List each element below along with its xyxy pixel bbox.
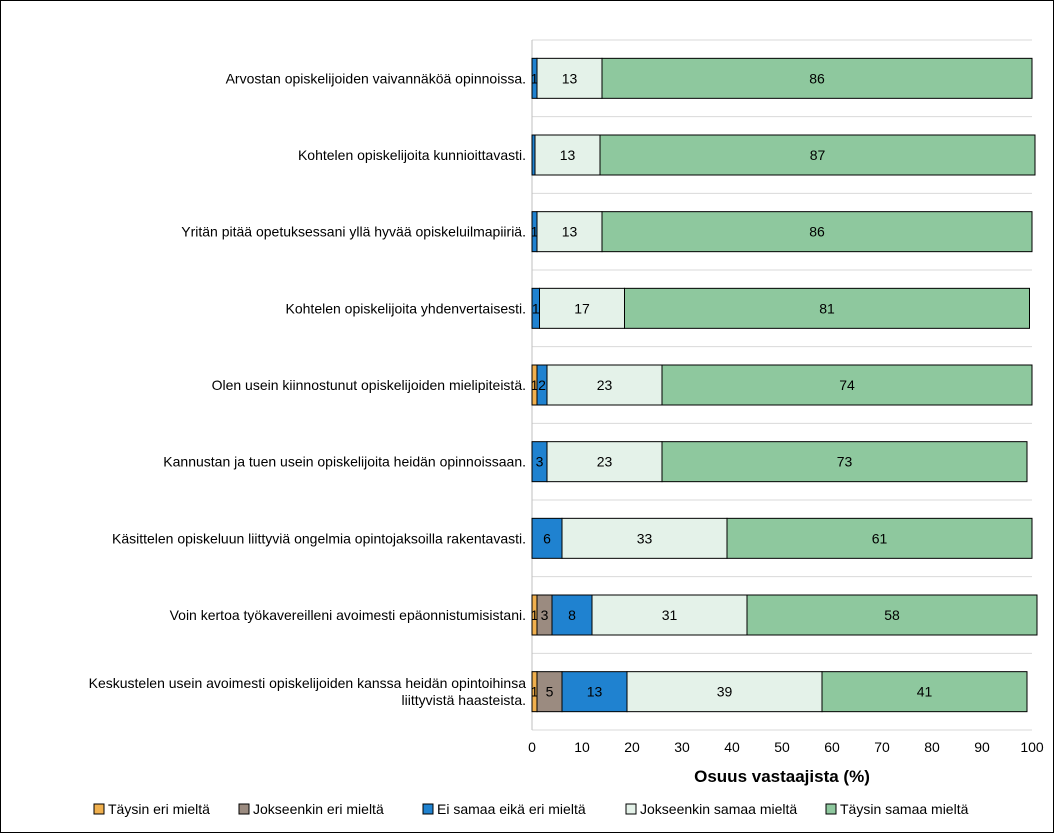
category-label: Arvostan opiskelijoiden vaivannäköä opin…: [226, 70, 526, 86]
legend-swatch: [238, 803, 250, 815]
x-tick-label: 70: [874, 739, 890, 755]
data-label: 61: [872, 530, 888, 546]
x-tick-label: 60: [824, 739, 840, 755]
legend-swatch: [93, 803, 105, 815]
bar-segment: [531, 517, 563, 559]
data-label: 58: [884, 607, 900, 623]
data-label: 1: [531, 377, 539, 393]
bar-segment: [551, 594, 593, 636]
legend-swatch: [422, 803, 434, 815]
x-tick-labels: 0 10 20 30 40 50 60 70 80 90 100: [528, 739, 1044, 755]
data-label: 74: [839, 377, 855, 393]
data-label: 39: [717, 684, 733, 700]
data-label: 13: [560, 147, 576, 163]
bar-segment: [726, 517, 1033, 559]
x-tick-label: 40: [724, 739, 740, 755]
x-tick-label: 0: [528, 739, 536, 755]
bar-segment: [546, 364, 663, 406]
category-labels: Arvostan opiskelijoiden vaivannäköä opin…: [89, 70, 527, 708]
data-label: 13: [562, 70, 578, 86]
data-label: 23: [597, 454, 613, 470]
data-label: 2: [538, 377, 546, 393]
legend-swatch: [625, 803, 637, 815]
legend-entry: Ei samaa eikä eri mieltä: [437, 801, 586, 817]
bar-segment: [599, 134, 1036, 176]
data-label: 13: [562, 224, 578, 240]
bar-segment: [536, 671, 563, 713]
bar-segment: [601, 211, 1033, 253]
data-label: 31: [662, 607, 678, 623]
bar-segment: [546, 441, 663, 483]
data-label: 5: [546, 684, 554, 700]
bar-segment: [661, 364, 1033, 406]
data-label: 3: [541, 607, 549, 623]
x-tick-label: 10: [574, 739, 590, 755]
data-label: 41: [917, 684, 933, 700]
x-tick-label: 90: [974, 739, 990, 755]
category-label: Käsittelen opiskeluun liittyviä ongelmia…: [112, 530, 526, 546]
legend: Täysin eri mieltä Jokseenkin eri mieltä Ei…: [93, 801, 969, 817]
data-label: 1: [531, 224, 539, 240]
category-label: Voin kertoa työkavereilleni avoimesti ep…: [170, 607, 526, 623]
bar-segment: [661, 441, 1028, 483]
bar-segment: [624, 287, 1030, 329]
x-tick-label: 30: [674, 739, 690, 755]
bar-segment: [539, 287, 625, 329]
data-label: 13: [587, 684, 603, 700]
data-label: 81: [819, 300, 835, 316]
x-tick-label: 20: [624, 739, 640, 755]
bar-segment: [746, 594, 1038, 636]
category-label: Yritän pitää opetuksessani yllä hyvää op…: [181, 224, 526, 240]
bar-segment: [821, 671, 1028, 713]
bar-segment: [561, 517, 728, 559]
bar-segment: [536, 57, 603, 99]
category-label: Kohtelen opiskelijoita yhdenvertaisesti.: [286, 300, 526, 316]
data-label: 1: [531, 70, 539, 86]
category-label: Keskustelen usein avoimesti opiskelijoid…: [89, 675, 527, 691]
data-label: 86: [809, 224, 825, 240]
bar-segment: [601, 57, 1033, 99]
data-label: 17: [574, 300, 590, 316]
bar-segment: [534, 134, 601, 176]
bar-segment: [591, 594, 748, 636]
category-label: Olen usein kiinnostunut opiskelijoiden m…: [212, 377, 526, 393]
x-tick-label: 100: [1020, 739, 1044, 755]
data-label: 6: [543, 530, 551, 546]
data-label: 23: [597, 377, 613, 393]
legend-entry: Täysin samaa mieltä: [840, 801, 969, 817]
data-label: 87: [810, 147, 826, 163]
x-axis-title: Osuus vastaajista (%): [694, 767, 870, 786]
data-label: 86: [809, 70, 825, 86]
legend-entry: Täysin eri mieltä: [108, 801, 210, 817]
x-tick-label: 80: [924, 739, 940, 755]
data-label: 3: [536, 454, 544, 470]
data-label: 8: [568, 607, 576, 623]
legend-swatch: [825, 803, 837, 815]
data-label: 73: [837, 454, 853, 470]
gridlines: [531, 39, 1032, 731]
x-tick-label: 50: [774, 739, 790, 755]
legend-entry: Jokseenkin eri mieltä: [253, 801, 384, 817]
data-label: 33: [637, 530, 653, 546]
category-label: Kannustan ja tuen usein opiskelijoita he…: [163, 454, 526, 470]
data-label: 1: [531, 607, 539, 623]
category-label: liittyvistä haasteista.: [402, 692, 527, 708]
data-label: 1: [531, 684, 539, 700]
category-label: Kohtelen opiskelijoita kunnioittavasti.: [298, 147, 526, 163]
data-label: 1: [532, 300, 540, 316]
legend-entry: Jokseenkin samaa mieltä: [640, 801, 797, 817]
